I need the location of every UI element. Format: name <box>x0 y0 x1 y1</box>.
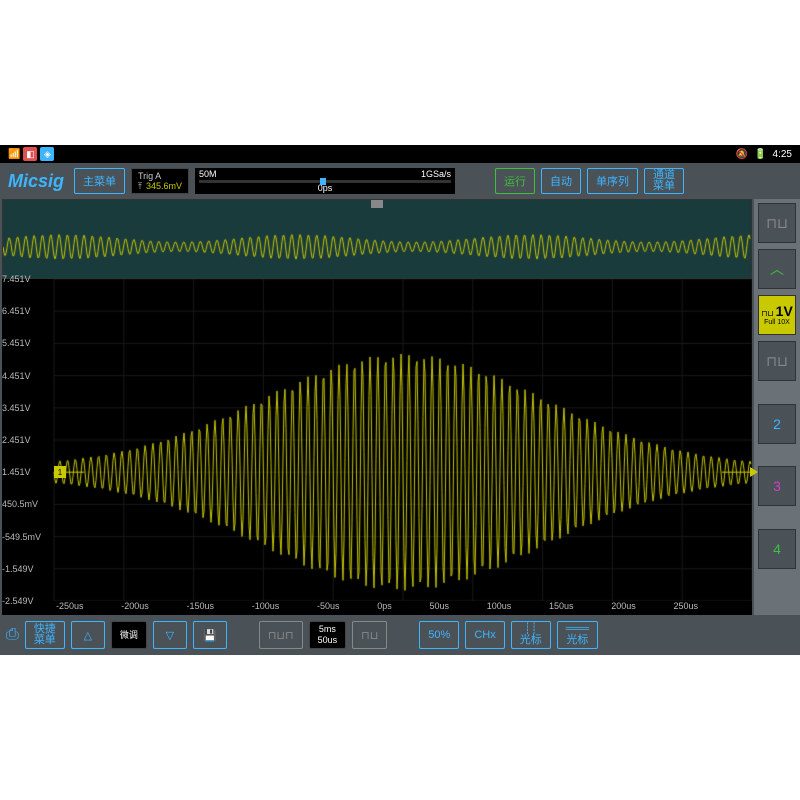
channel-sidebar: ⊓⊔ ︿ ⊓⊔1V Full 10X ⊓⊔ 2 3 4 <box>754 199 800 615</box>
status-icon-2: ◈ <box>40 147 54 161</box>
top-toolbar: Micsig 主菜单 Trig A ⤒ 345.6mV 50M 1GSa/s 0… <box>0 163 800 199</box>
pulse-icon-button[interactable]: ⊓⊔ <box>758 203 796 243</box>
sample-rate: 1GSa/s <box>421 169 451 179</box>
y-axis-label: -2.549V <box>2 596 34 606</box>
x-axis-label: 100us <box>487 601 512 615</box>
y-axis-label: 4.451V <box>2 371 31 381</box>
channel-1-button[interactable]: ⊓⊔1V Full 10X <box>758 295 796 335</box>
brand-logo: Micsig <box>4 171 68 192</box>
x-axis-label: -200us <box>121 601 149 615</box>
x-axis-label: 250us <box>673 601 698 615</box>
scroll-up-button[interactable]: ︿ <box>758 249 796 289</box>
channel-menu-button[interactable]: 通道 菜单 <box>644 168 684 194</box>
channel-3-button[interactable]: 3 <box>758 466 796 506</box>
x-axis-label: 200us <box>611 601 636 615</box>
channel-1-marker[interactable]: 1 <box>54 466 66 478</box>
y-axis-label: -1.549V <box>2 564 34 574</box>
y-axis-label: 5.451V <box>2 338 31 348</box>
chx-button[interactable]: CHx <box>465 621 504 649</box>
waveform-overview[interactable] <box>2 199 752 279</box>
trigger-info[interactable]: Trig A ⤒ 345.6mV <box>131 168 189 194</box>
mute-icon: 🔕 <box>736 149 748 160</box>
usb-icon: ⎙ <box>6 626 19 644</box>
memory-depth: 50M <box>199 169 217 179</box>
channel-4-button[interactable]: 4 <box>758 529 796 569</box>
memory-position-bar[interactable] <box>199 180 451 183</box>
up-button[interactable]: △ <box>71 621 105 649</box>
trigger-value: 345.6mV <box>146 181 182 191</box>
fine-button[interactable]: 微调 <box>111 621 147 649</box>
waveform-main[interactable]: 7.451V6.451V5.451V4.451V3.451V2.451V1.45… <box>2 279 752 601</box>
auto-button[interactable]: 自动 <box>541 168 581 194</box>
x-axis-label: -150us <box>187 601 215 615</box>
down-button[interactable]: ▽ <box>153 621 187 649</box>
pulse-icon-button-2[interactable]: ⊓⊔ <box>758 341 796 381</box>
fifty-percent-button[interactable]: 50% <box>419 621 459 649</box>
x-axis-label: 50us <box>429 601 449 615</box>
y-axis-label: 1.451V <box>2 467 31 477</box>
bottom-toolbar: ⎙ 快捷 菜单 △ 微调 ▽ 💾 ⊓⊔⊓ 5ms50us ⊓⊔ 50% CHx … <box>0 615 800 655</box>
save-button[interactable]: 💾 <box>193 621 227 649</box>
trigger-edge-icon: ⤒ <box>138 181 142 192</box>
trigger-level-arrow[interactable] <box>750 467 758 477</box>
quick-menu-button[interactable]: 快捷 菜单 <box>25 621 65 649</box>
x-axis-label: 150us <box>549 601 574 615</box>
x-axis-label: -100us <box>252 601 280 615</box>
wifi-icon: 📶 <box>8 149 20 160</box>
status-icon-1: ◧ <box>23 147 37 161</box>
overview-position-marker[interactable] <box>371 200 383 278</box>
x-axis-label: -50us <box>317 601 340 615</box>
cursor-v-button[interactable]: ┊┊ 光标 <box>511 621 551 649</box>
single-button[interactable]: 单序列 <box>587 168 638 194</box>
trigger-label: Trig A <box>138 171 161 181</box>
x-axis: -250us -200us -150us -100us -50us 0ps 50us 100u… <box>2 601 752 615</box>
zoom-in-button[interactable]: ⊓⊔ <box>352 621 387 649</box>
y-axis-label: 7.451V <box>2 274 31 284</box>
y-axis-label: 6.451V <box>2 306 31 316</box>
cursor-h-button[interactable]: ═══ 光标 <box>557 621 598 649</box>
memory-info[interactable]: 50M 1GSa/s 0ps <box>195 168 455 194</box>
main-menu-button[interactable]: 主菜单 <box>74 168 125 194</box>
run-button[interactable]: 运行 <box>495 168 535 194</box>
channel-2-button[interactable]: 2 <box>758 404 796 444</box>
battery-icon: 🔋 <box>754 149 766 160</box>
x-axis-label: 0ps <box>377 601 392 615</box>
y-axis-label: -549.5mV <box>2 532 41 542</box>
android-status-bar: 📶 ◧ ◈ 🔕 🔋 4:25 <box>0 145 800 163</box>
y-axis-label: 450.5mV <box>2 499 38 509</box>
clock: 4:25 <box>773 149 792 160</box>
zoom-out-button[interactable]: ⊓⊔⊓ <box>259 621 303 649</box>
timebase-display[interactable]: 5ms50us <box>309 621 347 649</box>
y-axis: 7.451V6.451V5.451V4.451V3.451V2.451V1.45… <box>2 279 54 601</box>
y-axis-label: 3.451V <box>2 403 31 413</box>
x-axis-label: -250us <box>56 601 84 615</box>
y-axis-label: 2.451V <box>2 435 31 445</box>
